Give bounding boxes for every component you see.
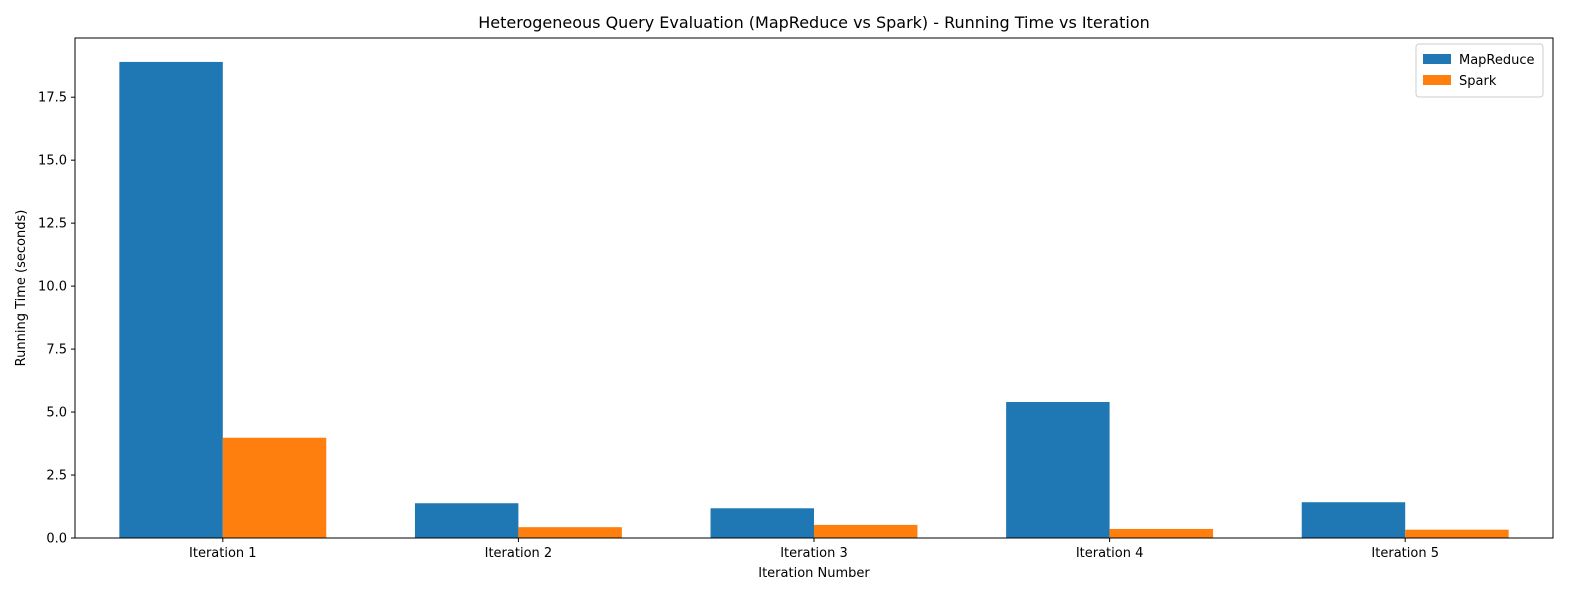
y-tick-label: 12.5 [38,217,67,232]
y-tick-label: 15.0 [38,154,67,169]
bar-mapreduce-3 [710,508,814,538]
legend-box [1415,43,1544,98]
legend-label-mapreduce: MapReduce [1459,53,1535,68]
x-tick-label: Iteration 3 [780,546,848,561]
legend-swatch-mapreduce [1423,54,1451,64]
y-tick-label: 5.0 [46,406,67,421]
x-tick-label: Iteration 1 [189,546,257,561]
bar-spark-2 [518,527,622,538]
y-tick-label: 7.5 [46,343,67,358]
bar-mapreduce-2 [414,503,519,538]
plot-frame [74,37,1554,539]
y-axis-title: Running Time (seconds) [14,210,29,367]
x-tick-label: Iteration 5 [1371,546,1439,561]
y-tick-label: 2.5 [46,469,67,484]
plot-area: Iteration 1 Iteration 2 Iteration 3 Iterati… [38,37,1554,561]
y-tick-label: 10.0 [38,280,67,295]
legend: MapReduce Spark [1415,43,1544,98]
legend-label-spark: Spark [1459,74,1497,89]
bar-mapreduce-1 [119,61,223,538]
chart-title: Heterogeneous Query Evaluation (MapReduc… [478,13,1150,32]
x-axis-title: Iteration Number [758,566,870,581]
bar-mapreduce-5 [1301,502,1406,538]
y-tick-label: 17.5 [38,91,67,106]
bar-spark-3 [814,524,918,538]
bar-spark-4 [1109,528,1214,538]
bar-spark-1 [222,437,327,538]
bar-spark-5 [1405,529,1509,538]
x-tick-label: Iteration 2 [485,546,553,561]
bar-mapreduce-4 [1006,401,1110,538]
legend-swatch-spark [1423,75,1451,85]
y-tick-label: 0.0 [46,532,67,547]
x-tick-label: Iteration 4 [1076,546,1144,561]
